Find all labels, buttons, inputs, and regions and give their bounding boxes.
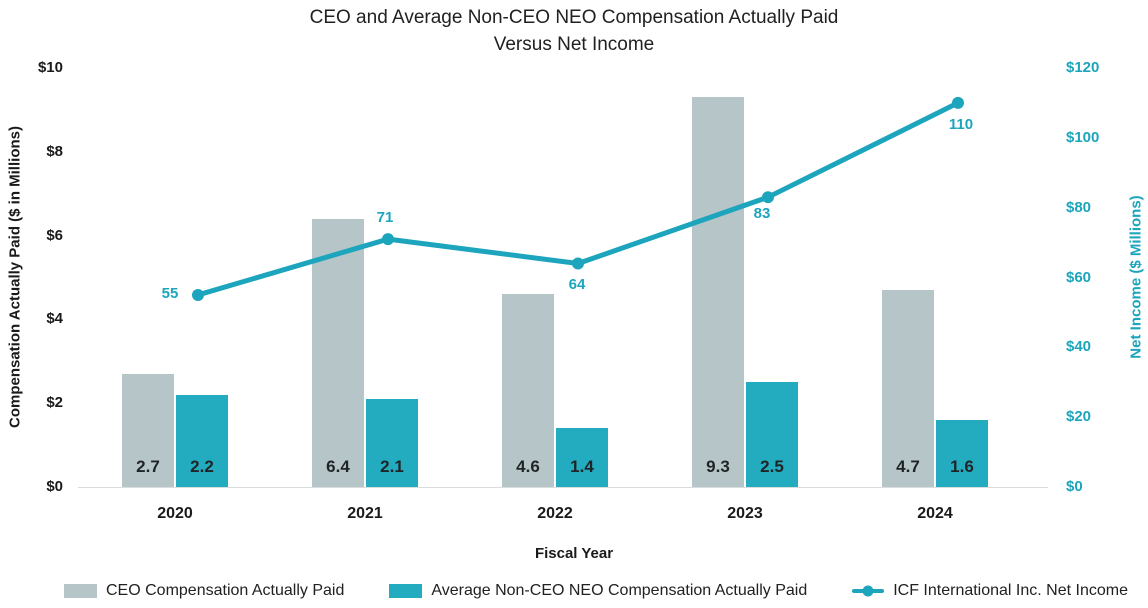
right-axis-tick: $120 — [1066, 59, 1100, 76]
neo-bar-swatch-icon — [389, 584, 423, 598]
bar-ceo-2021 — [312, 218, 364, 487]
bar-value-label: 1.4 — [570, 457, 594, 476]
left-axis-tick: $10 — [37, 59, 63, 76]
bar-value-label: 4.7 — [896, 457, 920, 476]
bar-value-label: 2.7 — [136, 457, 160, 476]
point-label-2021: 71 — [376, 209, 394, 227]
legend-item-ceo-compensation: CEO Compensation Actually Paid — [64, 582, 344, 600]
line-point-2024 — [952, 96, 964, 109]
ceo-bar-swatch-icon — [64, 584, 97, 598]
legend-label-net-income: ICF International Inc. Net Income — [893, 582, 1128, 599]
legend-item-net-income: ICF International Inc. Net Income — [852, 582, 1128, 600]
bar-neo-2020 — [176, 394, 228, 487]
x-axis-title: Fiscal Year — [534, 545, 614, 562]
chart-title-line2: Versus Net Income — [493, 34, 655, 55]
right-axis-tick: $0 — [1066, 478, 1083, 495]
left-axis-tick: $0 — [46, 478, 63, 495]
left-axis-tick: $2 — [46, 394, 63, 412]
bar-value-label: 2.5 — [760, 457, 784, 476]
x-axis-tick: 2020 — [157, 505, 193, 522]
right-axis-tick: $80 — [1066, 198, 1092, 216]
line-point-2021 — [382, 233, 394, 246]
line-point-2023 — [762, 191, 774, 204]
left-axis-tick: $4 — [46, 310, 63, 328]
legend: CEO Compensation Actually Paid Average N… — [0, 579, 1148, 603]
bar-neo-2024 — [936, 419, 988, 487]
chart-title-line1: CEO and Average Non-CEO NEO Compensation… — [309, 7, 839, 28]
point-label-2024: 110 — [948, 115, 974, 133]
bar-neo-2022 — [556, 428, 608, 487]
bar-value-label: 4.6 — [516, 457, 540, 476]
bar-neo-2021 — [366, 399, 418, 487]
line-marker-icon — [852, 585, 885, 597]
line-point-2020 — [192, 288, 204, 301]
x-axis-tick: 2024 — [917, 505, 953, 522]
x-axis-tick: 2023 — [727, 505, 763, 522]
right-axis-tick: $20 — [1066, 408, 1092, 426]
x-axis-tick: 2021 — [347, 505, 383, 522]
right-axis-tick: $60 — [1066, 268, 1092, 286]
bar-value-label: 2.1 — [380, 457, 404, 476]
left-axis-tick: $8 — [46, 142, 63, 160]
point-label-2020: 55 — [161, 284, 179, 302]
x-axis-tick: 2022 — [537, 505, 573, 522]
bar-ceo-2024 — [882, 290, 934, 487]
legend-label-neo-compensation: Average Non-CEO NEO Compensation Actuall… — [431, 582, 808, 599]
line-point-2022 — [572, 257, 584, 270]
left-axis-tick: $6 — [46, 226, 63, 244]
point-label-2023: 83 — [753, 205, 771, 223]
legend-item-neo-compensation: Average Non-CEO NEO Compensation Actuall… — [389, 582, 807, 600]
point-label-2022: 64 — [568, 275, 586, 293]
right-axis-tick: $100 — [1066, 128, 1100, 146]
bar-value-label: 1.6 — [950, 457, 974, 476]
bar-ceo-2022 — [502, 294, 554, 487]
bar-neo-2023 — [746, 382, 798, 487]
bar-value-label: 9.3 — [706, 457, 730, 476]
legend-label-ceo-compensation: CEO Compensation Actually Paid — [106, 582, 345, 599]
bar-ceo-2020 — [122, 373, 174, 487]
right-axis-tick: $40 — [1066, 338, 1092, 356]
bar-value-label: 2.2 — [190, 457, 214, 476]
x-axis-line — [78, 487, 1048, 488]
bar-ceo-2023 — [692, 97, 744, 487]
line-dot-icon — [862, 585, 874, 597]
chart-title: CEO and Average Non-CEO NEO Compensation… — [0, 4, 1148, 58]
bar-value-label: 6.4 — [326, 457, 350, 476]
